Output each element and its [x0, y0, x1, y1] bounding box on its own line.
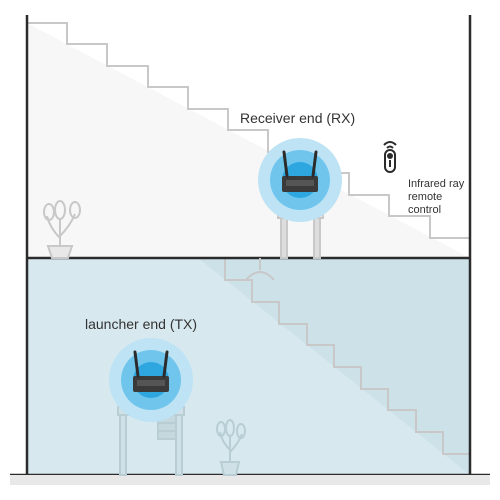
receiver-label: Receiver end (RX) [240, 110, 355, 126]
receiver-device [258, 138, 342, 222]
baseboard [10, 475, 490, 485]
diagram-canvas [0, 0, 500, 500]
remote-control-label: Infrared ray remote control [408, 178, 478, 218]
launcher-device [109, 338, 193, 422]
launcher-label: launcher end (TX) [85, 316, 197, 332]
